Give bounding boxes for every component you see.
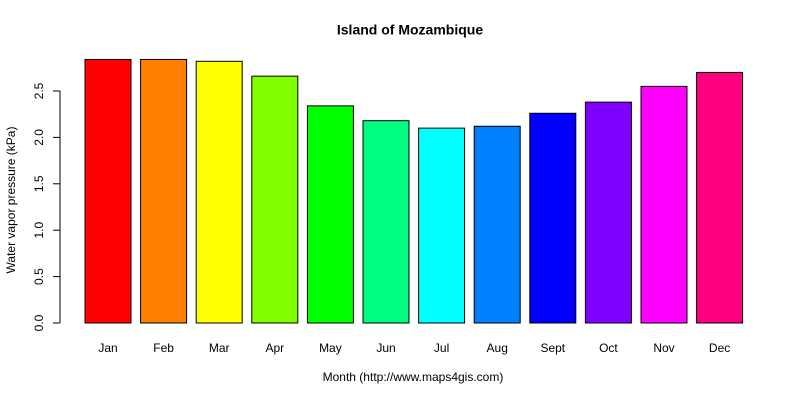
x-axis-label: Month (http://www.maps4gis.com) — [323, 370, 504, 384]
bar — [418, 127, 466, 324]
bar — [195, 60, 243, 324]
x-tick-label: Sept — [540, 341, 565, 355]
x-tick-label: Jan — [98, 341, 117, 355]
bar — [696, 71, 744, 324]
x-tick-label: Dec — [709, 341, 730, 355]
bar — [640, 85, 688, 324]
y-axis-label: Water vapor pressure (kPa) — [4, 127, 18, 274]
bar — [84, 58, 132, 324]
bar — [473, 125, 521, 324]
y-tick-label: 2.5 — [32, 82, 46, 99]
x-tick-label: Jun — [376, 341, 395, 355]
bar — [362, 120, 410, 324]
chart-title: Island of Mozambique — [337, 22, 483, 38]
bar — [529, 112, 577, 324]
x-tick-label: Apr — [265, 341, 284, 355]
x-tick-label: Nov — [653, 341, 674, 355]
y-tick-label: 2.0 — [32, 129, 46, 146]
x-tick-label: Mar — [209, 341, 230, 355]
bar — [306, 105, 354, 324]
y-tick-label: 0.5 — [32, 268, 46, 285]
bar — [140, 58, 188, 324]
y-tick-label: 0.0 — [32, 314, 46, 331]
bar — [251, 75, 299, 324]
bar — [584, 101, 632, 324]
x-tick-label: Feb — [153, 341, 174, 355]
x-tick-label: Oct — [599, 341, 618, 355]
x-tick-label: Jul — [434, 341, 449, 355]
x-tick-label: Aug — [487, 341, 508, 355]
y-tick-label: 1.5 — [32, 175, 46, 192]
y-tick-label: 1.0 — [32, 222, 46, 239]
x-tick-label: May — [319, 341, 342, 355]
